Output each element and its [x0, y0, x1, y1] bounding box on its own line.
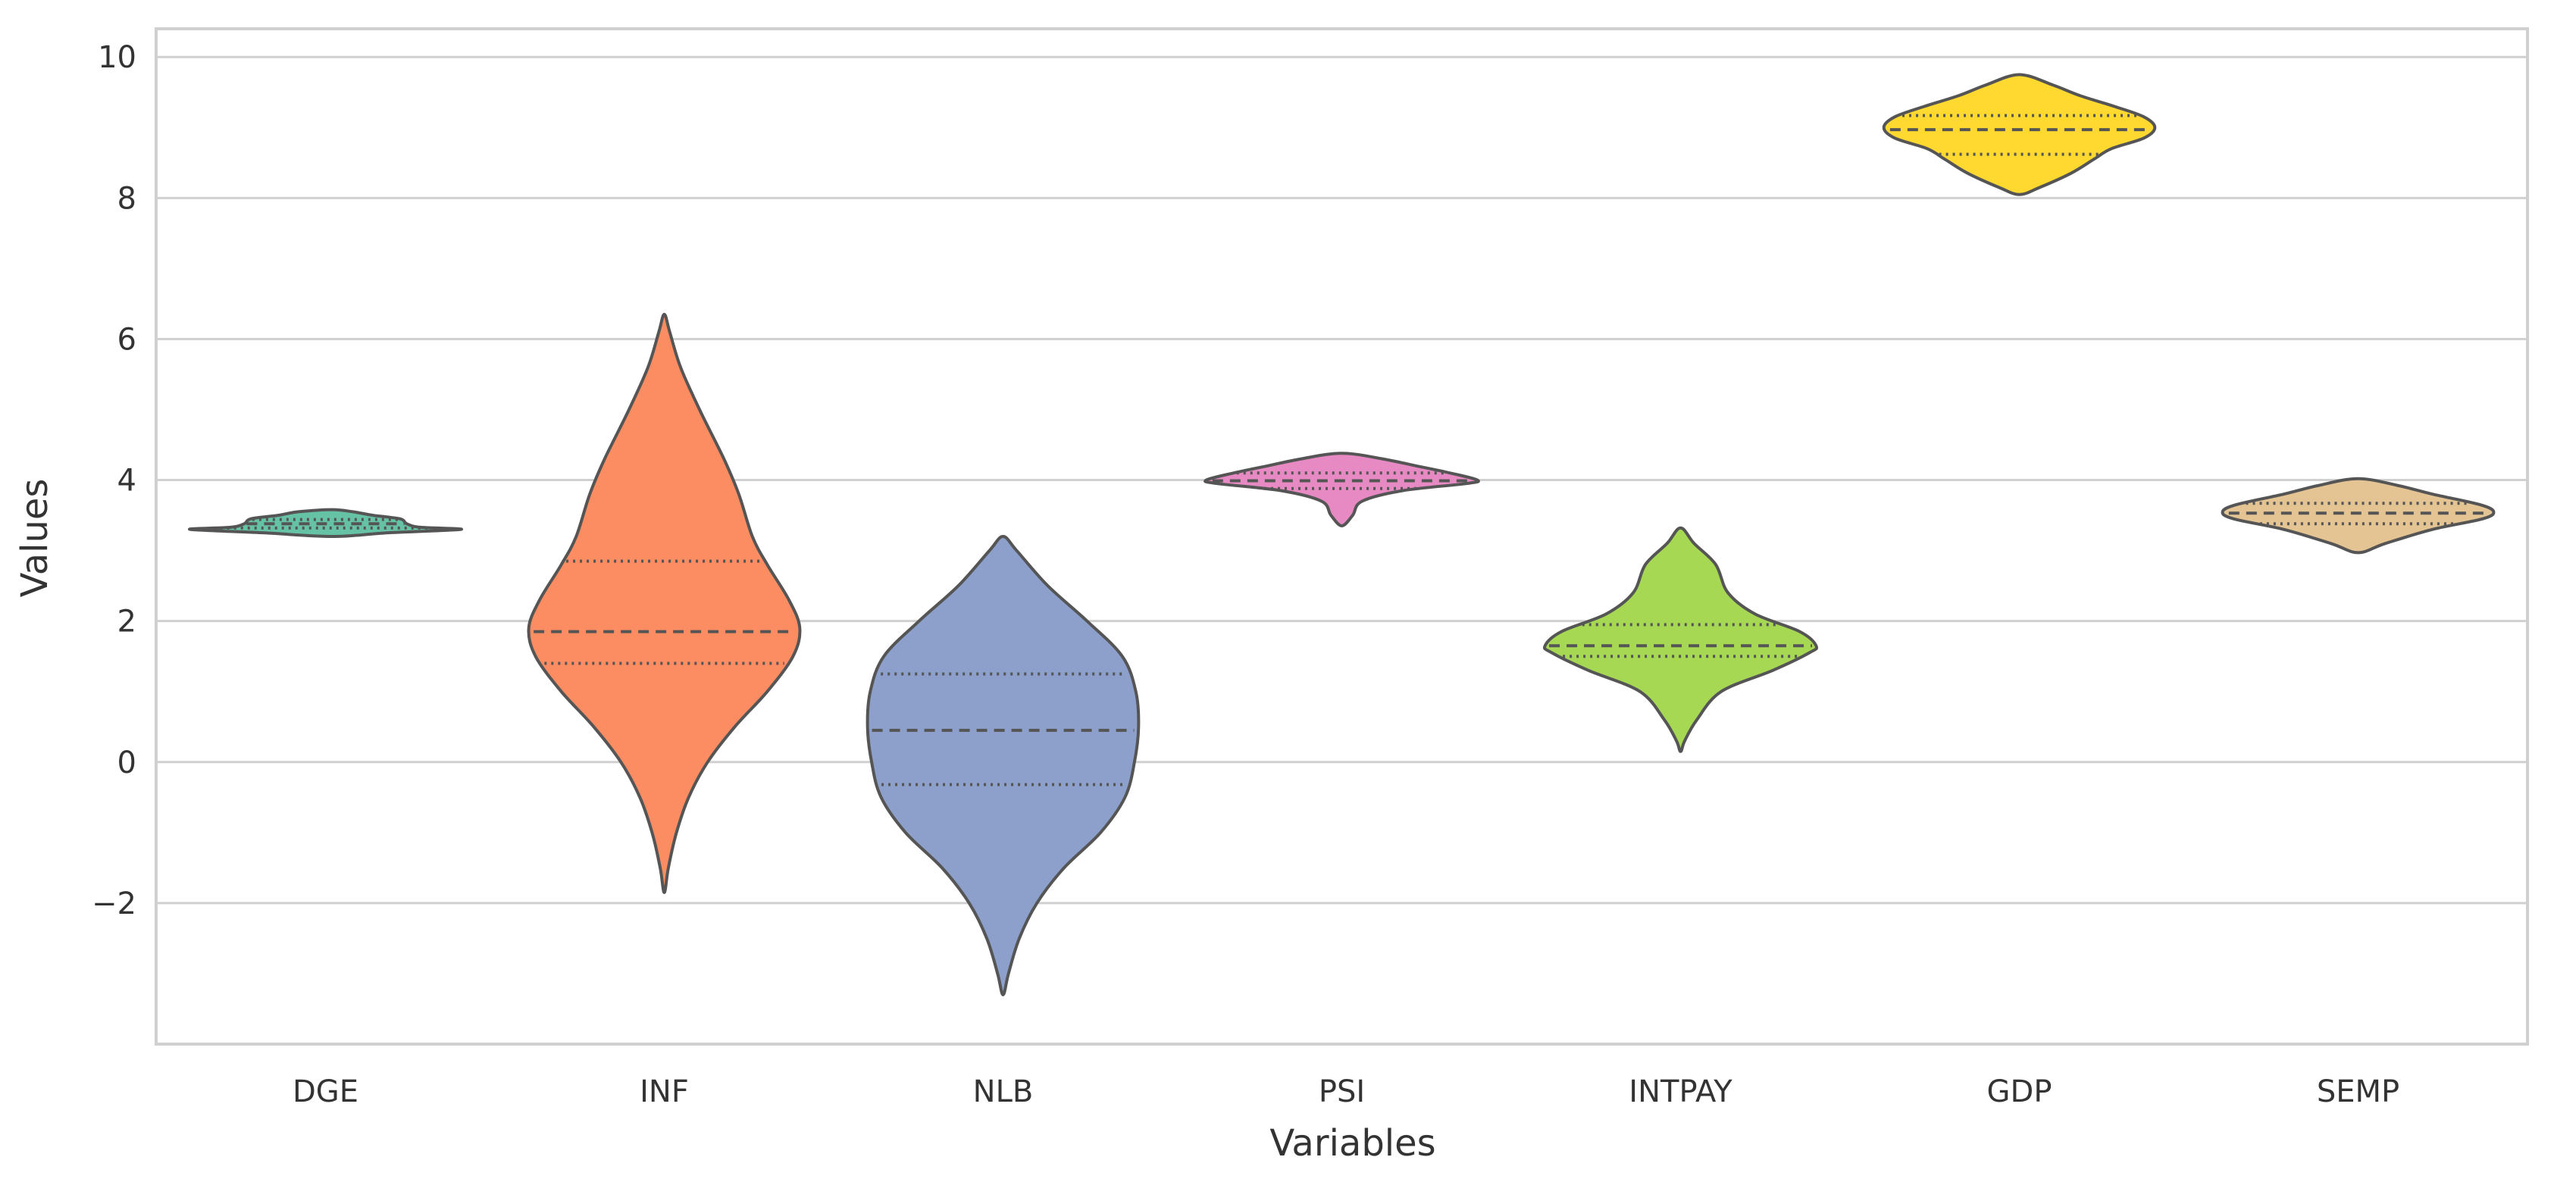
violin-series	[188, 73, 2496, 996]
violin-group-dge	[188, 508, 463, 538]
violin-group-semp	[2221, 477, 2496, 555]
x-tick-label-psi: PSI	[1319, 1074, 1365, 1109]
violin-group-psi	[1203, 452, 1480, 527]
violin-inf	[527, 312, 802, 894]
y-axis-title: Values	[14, 479, 56, 598]
y-tick-label: 2	[117, 605, 136, 639]
y-tick-label: 0	[117, 746, 136, 780]
x-tick-labels: DGE INF NLB PSI INTPAY GDP SEMP	[293, 1074, 2399, 1109]
violin-group-inf	[527, 312, 802, 894]
violin-intpay	[1542, 526, 1819, 753]
y-tick-labels: −2 0 2 4 6 8 10	[92, 40, 136, 921]
violin-nlb	[865, 535, 1141, 996]
x-tick-label-inf: INF	[640, 1074, 689, 1109]
violin-group-gdp	[1882, 73, 2157, 196]
x-tick-label-intpay: INTPAY	[1629, 1074, 1732, 1109]
violin-group-intpay	[1542, 526, 1819, 753]
x-tick-label-gdp: GDP	[1987, 1074, 2052, 1109]
x-axis-title: Variables	[1269, 1122, 1435, 1165]
violin-group-nlb	[865, 535, 1141, 996]
plot-frame	[155, 27, 2529, 1046]
violin-psi	[1203, 452, 1480, 527]
violin-gdp	[1882, 73, 2157, 196]
violin-semp	[2221, 477, 2496, 555]
y-tick-label: −2	[92, 886, 136, 921]
y-tick-label: 4	[117, 464, 136, 499]
y-tick-label: 10	[98, 40, 136, 75]
y-tick-label: 8	[117, 181, 136, 216]
x-tick-label-semp: SEMP	[2317, 1074, 2399, 1109]
x-tick-label-dge: DGE	[293, 1074, 358, 1109]
y-tick-label: 6	[117, 322, 136, 357]
x-tick-label-nlb: NLB	[973, 1074, 1034, 1109]
